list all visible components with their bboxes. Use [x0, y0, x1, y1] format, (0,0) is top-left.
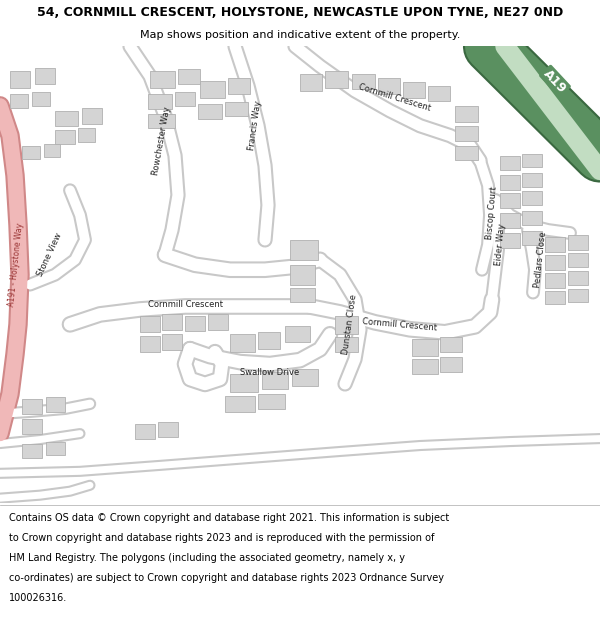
- Text: Rowchester Way: Rowchester Way: [152, 106, 172, 176]
- Polygon shape: [500, 233, 520, 248]
- Polygon shape: [500, 213, 520, 228]
- Polygon shape: [150, 71, 175, 88]
- Polygon shape: [440, 357, 462, 372]
- Polygon shape: [522, 191, 542, 205]
- Polygon shape: [55, 129, 75, 144]
- Polygon shape: [10, 94, 28, 108]
- Text: Cornmill Crescent: Cornmill Crescent: [358, 82, 432, 113]
- Polygon shape: [258, 394, 285, 409]
- Polygon shape: [290, 265, 315, 284]
- Polygon shape: [440, 338, 462, 352]
- Polygon shape: [10, 71, 30, 88]
- Polygon shape: [412, 359, 438, 374]
- Text: A19: A19: [541, 67, 569, 96]
- Polygon shape: [455, 106, 478, 122]
- Polygon shape: [290, 240, 318, 260]
- Polygon shape: [403, 82, 425, 98]
- Polygon shape: [285, 326, 310, 342]
- Polygon shape: [162, 314, 182, 330]
- Text: co-ordinates) are subject to Crown copyright and database rights 2023 Ordnance S: co-ordinates) are subject to Crown copyr…: [9, 573, 444, 583]
- Polygon shape: [545, 291, 565, 304]
- Polygon shape: [178, 69, 200, 84]
- Polygon shape: [198, 104, 222, 119]
- Polygon shape: [378, 78, 400, 94]
- Polygon shape: [262, 372, 288, 389]
- Polygon shape: [148, 114, 175, 128]
- Polygon shape: [325, 71, 348, 88]
- Polygon shape: [522, 154, 542, 168]
- Polygon shape: [290, 288, 315, 302]
- Polygon shape: [522, 173, 542, 188]
- Polygon shape: [162, 334, 182, 350]
- Polygon shape: [32, 92, 50, 106]
- Polygon shape: [140, 316, 160, 332]
- Polygon shape: [522, 211, 542, 225]
- Polygon shape: [545, 237, 565, 252]
- Text: to Crown copyright and database rights 2023 and is reproduced with the permissio: to Crown copyright and database rights 2…: [9, 533, 434, 543]
- Text: Biscop Court: Biscop Court: [485, 186, 499, 240]
- Polygon shape: [82, 108, 102, 124]
- Polygon shape: [148, 94, 172, 109]
- Polygon shape: [568, 253, 588, 267]
- Polygon shape: [455, 126, 478, 141]
- Polygon shape: [225, 102, 248, 116]
- Text: A191 - Holystone Way: A191 - Holystone Way: [7, 222, 25, 307]
- Polygon shape: [230, 374, 258, 392]
- Polygon shape: [35, 68, 55, 84]
- Polygon shape: [300, 74, 322, 91]
- Polygon shape: [335, 338, 358, 352]
- Polygon shape: [55, 111, 78, 126]
- Polygon shape: [568, 271, 588, 284]
- Text: HM Land Registry. The polygons (including the associated geometry, namely x, y: HM Land Registry. The polygons (includin…: [9, 553, 405, 563]
- Text: Swallow Drive: Swallow Drive: [241, 368, 299, 376]
- Polygon shape: [568, 289, 588, 302]
- Text: Francis Way: Francis Way: [247, 100, 263, 151]
- Text: 100026316.: 100026316.: [9, 593, 67, 603]
- Text: Cornmill Crescent: Cornmill Crescent: [148, 300, 223, 309]
- Polygon shape: [455, 146, 478, 161]
- Polygon shape: [208, 314, 228, 330]
- Polygon shape: [428, 86, 450, 101]
- Text: Eider Way: Eider Way: [494, 224, 506, 266]
- Polygon shape: [412, 339, 438, 356]
- Polygon shape: [522, 231, 542, 245]
- Polygon shape: [22, 146, 40, 159]
- Polygon shape: [500, 193, 520, 208]
- Polygon shape: [140, 336, 160, 352]
- Polygon shape: [200, 81, 225, 98]
- Polygon shape: [185, 316, 205, 331]
- Polygon shape: [46, 397, 65, 412]
- Polygon shape: [158, 422, 178, 437]
- Text: Contains OS data © Crown copyright and database right 2021. This information is : Contains OS data © Crown copyright and d…: [9, 513, 449, 523]
- Polygon shape: [175, 92, 195, 106]
- Text: Cornmill Crescent: Cornmill Crescent: [362, 317, 438, 332]
- Polygon shape: [258, 332, 280, 349]
- Polygon shape: [44, 144, 60, 158]
- Polygon shape: [230, 334, 255, 352]
- Polygon shape: [228, 78, 250, 94]
- Polygon shape: [335, 316, 358, 334]
- Polygon shape: [225, 396, 255, 412]
- Polygon shape: [22, 399, 42, 414]
- Polygon shape: [568, 235, 588, 250]
- Polygon shape: [78, 127, 95, 142]
- Polygon shape: [545, 272, 565, 288]
- Polygon shape: [46, 441, 65, 456]
- Text: Dunstan Close: Dunstan Close: [341, 294, 359, 355]
- Text: Map shows position and indicative extent of the property.: Map shows position and indicative extent…: [140, 29, 460, 40]
- Text: Stone View: Stone View: [36, 232, 64, 278]
- Polygon shape: [352, 74, 375, 89]
- Polygon shape: [500, 156, 520, 171]
- Polygon shape: [135, 424, 155, 439]
- Polygon shape: [292, 369, 318, 386]
- Text: Pedlars Close: Pedlars Close: [533, 231, 547, 288]
- Polygon shape: [22, 419, 42, 434]
- Polygon shape: [22, 444, 42, 458]
- Text: 54, CORNMILL CRESCENT, HOLYSTONE, NEWCASTLE UPON TYNE, NE27 0ND: 54, CORNMILL CRESCENT, HOLYSTONE, NEWCAS…: [37, 6, 563, 19]
- Polygon shape: [500, 176, 520, 190]
- Polygon shape: [545, 255, 565, 270]
